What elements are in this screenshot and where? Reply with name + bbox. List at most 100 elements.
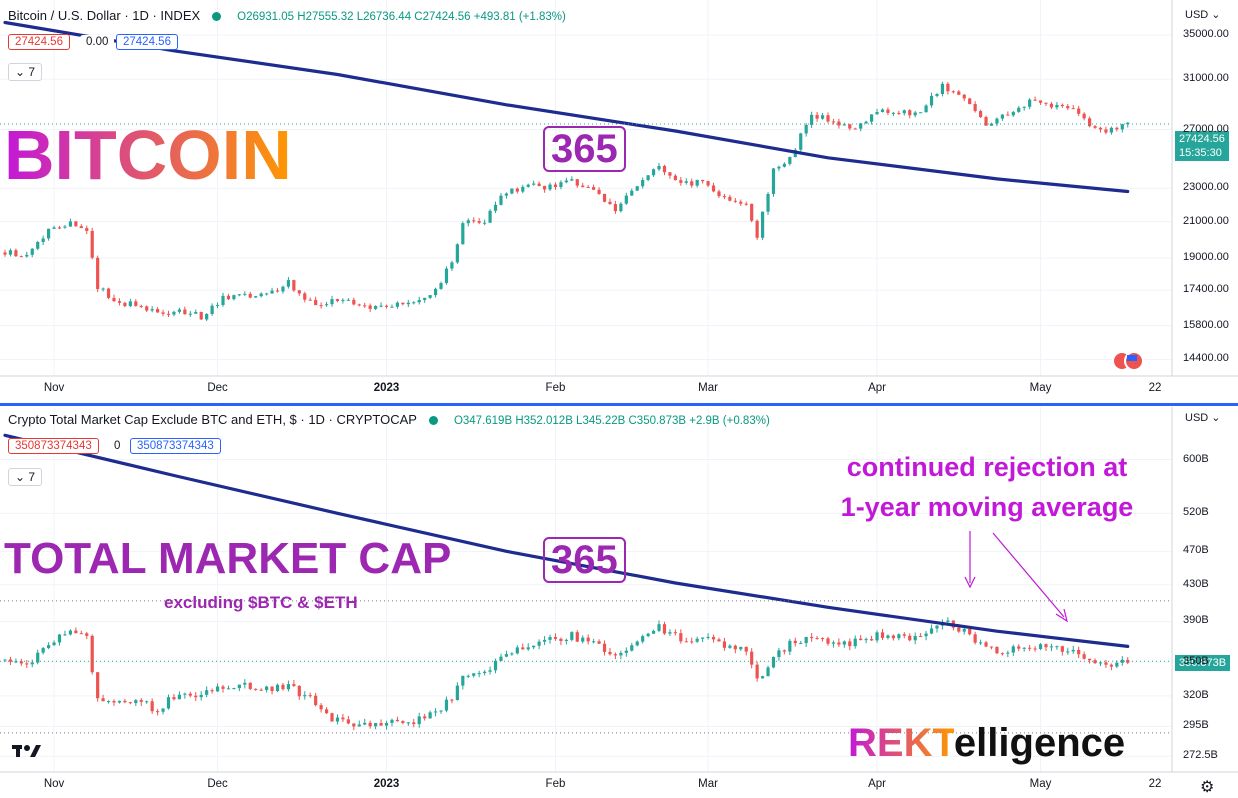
totalcap-candle[interactable] <box>1104 659 1108 668</box>
totalcap-candle[interactable] <box>673 629 677 636</box>
btc-candle[interactable] <box>106 287 111 300</box>
totalcap-candle[interactable] <box>341 713 345 722</box>
btc-candle[interactable] <box>521 184 525 194</box>
btc-candle[interactable] <box>205 313 209 322</box>
btc-candle[interactable] <box>455 243 459 264</box>
btc-candle[interactable] <box>466 218 470 227</box>
btc-candle[interactable] <box>706 180 710 188</box>
totalcap-candle[interactable] <box>766 665 770 677</box>
totalcap-candle[interactable] <box>706 633 710 640</box>
totalcap-candle[interactable] <box>1060 645 1064 656</box>
totalcap-candle[interactable] <box>929 624 934 635</box>
btc-candle[interactable] <box>1109 126 1113 135</box>
btc-candle[interactable] <box>799 132 803 152</box>
btc-candle[interactable] <box>237 293 241 297</box>
totalcap-candle[interactable] <box>30 659 34 668</box>
btc-candle[interactable] <box>450 260 454 272</box>
totalcap-candle[interactable] <box>270 686 274 695</box>
btc-candle[interactable] <box>433 287 438 298</box>
totalcap-ma365-line[interactable] <box>3 433 1130 648</box>
btc-candle[interactable] <box>335 298 340 303</box>
totalcap-candle[interactable] <box>150 698 154 714</box>
totalcap-candle[interactable] <box>608 647 612 656</box>
btc-candle[interactable] <box>510 188 514 195</box>
btc-candle[interactable] <box>412 301 416 305</box>
btc-candle[interactable] <box>85 225 89 235</box>
totalcap-candle[interactable] <box>221 685 225 693</box>
totalcap-candle[interactable] <box>695 636 699 643</box>
btc-candle[interactable] <box>651 168 656 177</box>
totalcap-candle[interactable] <box>85 631 89 640</box>
btc-candle[interactable] <box>139 304 143 309</box>
totalcap-candle[interactable] <box>248 682 252 691</box>
totalcap-candle[interactable] <box>788 638 792 656</box>
totalcap-candle[interactable] <box>728 644 732 649</box>
btc-candle[interactable] <box>739 199 743 207</box>
totalcap-candle[interactable] <box>101 694 105 702</box>
btc-candle[interactable] <box>1120 123 1124 133</box>
btc-candle[interactable] <box>1066 103 1070 111</box>
btc-candle[interactable] <box>608 198 612 205</box>
btc-candle[interactable] <box>384 304 389 309</box>
btc-candle[interactable] <box>439 281 443 290</box>
totalcap-candle[interactable] <box>308 692 312 698</box>
totalcap-candle[interactable] <box>646 632 650 638</box>
totalcap-candle[interactable] <box>177 691 182 700</box>
btc-candle[interactable] <box>134 299 138 307</box>
btc-candle[interactable] <box>662 164 667 176</box>
btc-candle[interactable] <box>853 127 857 130</box>
totalcap-candle[interactable] <box>815 635 819 640</box>
totalcap-candle[interactable] <box>548 634 552 644</box>
totalcap-candle[interactable] <box>1120 656 1124 666</box>
btc-candle[interactable] <box>919 112 923 114</box>
totalcap-candle[interactable] <box>739 646 743 651</box>
totalcap-candle[interactable] <box>106 700 111 704</box>
btc-candle[interactable] <box>1006 111 1010 116</box>
btc-candle[interactable] <box>74 221 78 227</box>
totalcap-candle[interactable] <box>319 703 323 713</box>
totalcap-candle[interactable] <box>243 679 247 689</box>
totalcap-candle[interactable] <box>924 630 928 641</box>
totalcap-candle[interactable] <box>477 670 481 678</box>
btc-candle[interactable] <box>145 305 149 313</box>
btc-candle[interactable] <box>908 109 912 119</box>
btc-candle[interactable] <box>210 303 214 316</box>
btc-candle[interactable] <box>722 193 727 200</box>
totalcap-candle[interactable] <box>156 709 160 716</box>
btc-candle[interactable] <box>771 167 776 197</box>
totalcap-candle[interactable] <box>679 629 683 644</box>
totalcap-candle[interactable] <box>1082 651 1086 660</box>
totalcap-candle[interactable] <box>657 620 661 632</box>
btc-candle[interactable] <box>553 182 558 190</box>
totalcap-candle[interactable] <box>973 631 977 645</box>
totalcap-candle[interactable] <box>357 720 361 727</box>
totalcap-candle[interactable] <box>237 684 241 692</box>
totalcap-candle[interactable] <box>254 688 258 691</box>
btc-indicators-toggle[interactable]: ⌄ 7 <box>8 63 43 81</box>
btc-candle[interactable] <box>575 178 579 188</box>
totalcap-candle[interactable] <box>215 683 220 693</box>
btc-candle[interactable] <box>864 120 868 125</box>
btc-candle[interactable] <box>101 287 105 292</box>
totalcap-candle[interactable] <box>346 715 350 725</box>
btc-candle[interactable] <box>401 302 405 306</box>
btc-candle[interactable] <box>766 192 770 215</box>
totalcap-candle[interactable] <box>869 635 874 641</box>
totalcap-candle[interactable] <box>559 637 563 646</box>
totalcap-candle[interactable] <box>488 666 492 675</box>
totalcap-candle[interactable] <box>515 645 519 655</box>
totalcap-candle[interactable] <box>995 646 999 655</box>
totalcap-candle[interactable] <box>1071 645 1075 654</box>
btc-candle[interactable] <box>657 163 661 172</box>
totalcap-candle[interactable] <box>1006 650 1010 658</box>
totalcap-candle[interactable] <box>946 617 950 624</box>
btc-candle[interactable] <box>461 221 465 245</box>
btc-candle[interactable] <box>150 306 154 313</box>
btc-candle[interactable] <box>592 184 596 190</box>
totalcap-candle[interactable] <box>989 646 994 650</box>
btc-candle[interactable] <box>1060 103 1064 108</box>
btc-candle[interactable] <box>504 192 509 199</box>
totalcap-candle[interactable] <box>504 650 509 658</box>
btc-candle[interactable] <box>760 211 765 241</box>
btc-candle[interactable] <box>270 287 274 294</box>
